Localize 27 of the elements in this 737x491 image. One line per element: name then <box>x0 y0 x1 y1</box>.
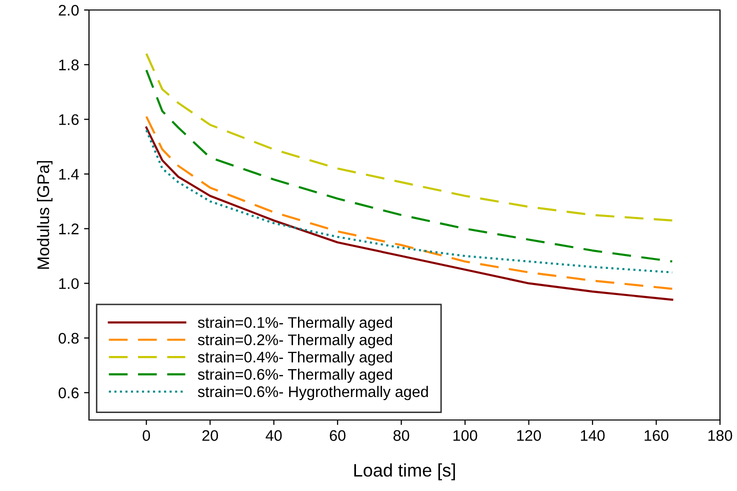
x-tick-label: 120 <box>517 430 541 441</box>
line-series <box>145 52 674 222</box>
y-tick-label: 0.6 <box>58 388 79 398</box>
x-tick-label: 160 <box>644 430 668 441</box>
y-tick-label: 1.6 <box>59 114 79 126</box>
x-tick-label: 180 <box>708 430 732 441</box>
y-tick-label: 1.2 <box>59 224 79 234</box>
legend-label: strain=0.6%- Hygrothermally aged <box>198 386 428 400</box>
y-tick-label: 1.8 <box>59 60 79 70</box>
x-tick-label: 40 <box>266 430 282 441</box>
legend-label: strain=0.1%- Thermally aged <box>198 316 392 331</box>
x-tick-label: 20 <box>202 430 218 441</box>
y-axis-title: Modulus [GPa] <box>36 161 52 269</box>
y-tick-label: 1.4 <box>59 169 79 180</box>
x-tick-label: 140 <box>580 430 605 441</box>
line-series <box>145 69 674 263</box>
legend-label: strain=0.2%- Thermally aged <box>198 334 392 348</box>
x-tick-label: 100 <box>453 430 478 441</box>
y-tick-label: 1.0 <box>59 278 79 290</box>
x-tick-label: 60 <box>330 430 346 441</box>
y-tick-label: 0.8 <box>58 332 79 344</box>
x-tick-label: 80 <box>393 430 410 441</box>
x-axis-title: Load time [s] <box>354 463 455 480</box>
y-tick-label: 2.0 <box>58 4 79 16</box>
legend-label: strain=0.4%- Thermally aged <box>198 351 392 366</box>
x-tick-label: 0 <box>142 430 150 441</box>
legend-label: strain=0.6%- Thermally aged <box>198 368 392 383</box>
